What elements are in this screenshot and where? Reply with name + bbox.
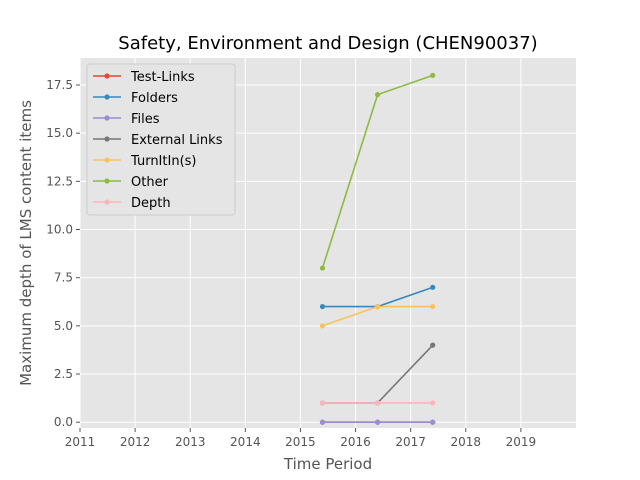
legend-label: Folders (131, 91, 178, 106)
legend-item-files: Files (93, 112, 160, 127)
y-tick-label: 5.0 (54, 319, 73, 333)
data-point-depth (430, 400, 436, 406)
series-layer (319, 72, 436, 425)
legend-marker (104, 115, 110, 121)
legend-marker (104, 178, 110, 184)
y-tick-label: 15.0 (46, 126, 73, 140)
series-files (319, 419, 436, 425)
x-axis-label: Time Period (283, 455, 372, 473)
y-tick-label: 0.0 (54, 415, 73, 429)
legend: Test-Links Folders Files External Links Turn… (86, 63, 236, 216)
legend-box (86, 63, 236, 216)
legend-label: TurnItIn(s) (130, 154, 196, 169)
legend-label: Test-Links (130, 70, 195, 85)
legend-label: Depth (131, 196, 171, 211)
data-point-files (430, 419, 436, 425)
x-tick-label: 2015 (285, 435, 316, 449)
data-point-other (430, 72, 436, 78)
legend-item-other: Other (93, 175, 169, 190)
data-point-depth (319, 400, 326, 406)
x-tick-label: 2018 (451, 435, 482, 449)
x-tick-label: 2014 (230, 435, 261, 449)
legend-marker (104, 199, 110, 205)
grid (79, 58, 576, 428)
legend-item-turnitin-s: TurnItIn(s) (93, 154, 196, 169)
data-point-other (319, 265, 326, 271)
data-point-turnitin-s (319, 323, 326, 329)
legend-marker (104, 94, 110, 100)
data-point-turnitin-s (375, 303, 381, 310)
x-tick-label: 2013 (175, 435, 206, 449)
chart-title: Safety, Environment and Design (CHEN9003… (118, 33, 537, 54)
x-tick-label: 2019 (506, 435, 537, 449)
y-tick-label: 2.5 (54, 367, 73, 381)
y-tick-label: 12.5 (46, 174, 73, 188)
data-point-external-links (430, 342, 436, 348)
series-other (319, 72, 436, 271)
legend-item-folders: Folders (93, 91, 178, 106)
y-axis-label: Maximum depth of LMS content items (17, 100, 35, 386)
series-depth (319, 400, 436, 406)
legend-marker (104, 157, 110, 163)
legend-item-test-links: Test-Links (93, 70, 195, 85)
legend-item-depth: Depth (93, 196, 171, 211)
legend-marker (104, 73, 110, 79)
legend-label: Files (131, 112, 160, 127)
data-point-depth (375, 400, 381, 406)
legend-label: Other (131, 175, 169, 190)
x-tick-label: 2017 (395, 435, 426, 449)
y-tick-label: 17.5 (46, 78, 73, 92)
x-axis-ticks: 2011 2012 2013 2014 2015 2016 2017 2018 2019 (65, 428, 536, 449)
data-point-other (375, 92, 381, 98)
data-point-files (319, 419, 326, 425)
legend-label: External Links (131, 133, 223, 148)
legend-item-external-links: External Links (93, 133, 223, 148)
x-tick-label: 2016 (340, 435, 371, 449)
y-tick-label: 10.0 (46, 223, 73, 237)
legend-marker (104, 136, 110, 142)
data-point-files (375, 419, 381, 425)
x-tick-label: 2011 (65, 435, 96, 449)
x-tick-label: 2012 (120, 435, 151, 449)
data-point-folders (319, 303, 326, 310)
series-turnitin-s (319, 303, 436, 329)
y-tick-label: 7.5 (54, 271, 73, 285)
data-point-turnitin-s (430, 303, 436, 310)
data-point-folders (430, 284, 436, 290)
y-axis-ticks: 0.0 2.5 5.0 7.5 10.0 12.5 15.0 17.5 (46, 78, 80, 429)
